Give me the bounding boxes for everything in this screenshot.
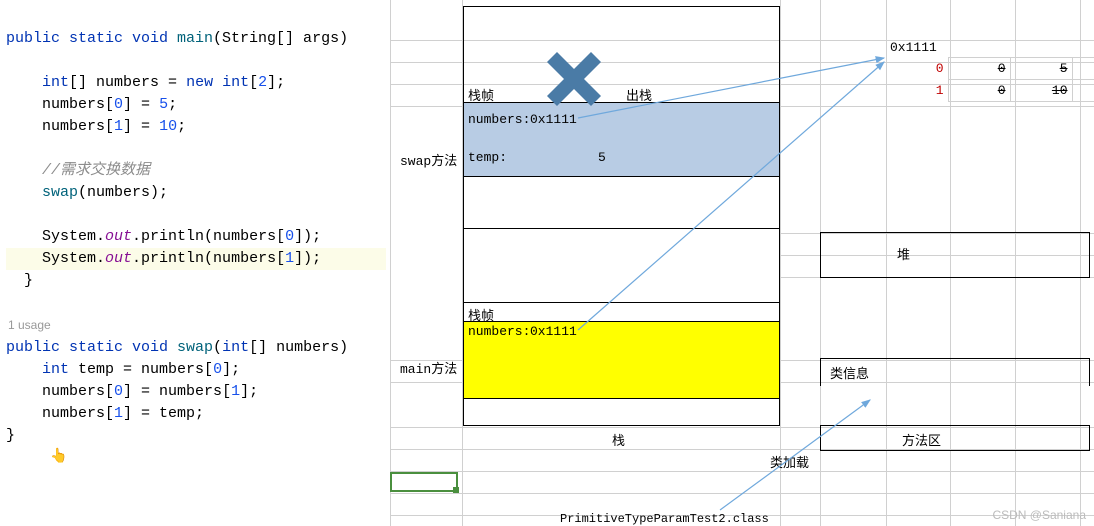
label-stackframe: 栈帧 [468, 85, 494, 104]
txt: ] = numbers[ [123, 383, 231, 400]
txt: .println(numbers[ [132, 250, 285, 267]
cell: 5 [1010, 58, 1072, 80]
heap-addr: 0x1111 [890, 40, 1094, 55]
classinfo-box [820, 358, 1090, 386]
x-icon [542, 47, 606, 111]
txt: numbers[ [42, 96, 114, 113]
table-row: 0 0 5 10 [886, 58, 1094, 80]
txt: temp = numbers[ [69, 361, 213, 378]
cell: 5 [1072, 80, 1094, 102]
label-numbers-k2: numbers: [468, 324, 530, 339]
txt: (numbers); [78, 184, 168, 201]
cell: 0 [948, 80, 1010, 102]
num: 2 [258, 74, 267, 91]
txt: ]); [294, 228, 321, 245]
txt: ]; [222, 361, 240, 378]
fld: out [105, 250, 132, 267]
txt: ]; [240, 383, 258, 400]
label-numbers-v2: 0x1111 [530, 324, 577, 339]
fn: swap [42, 184, 78, 201]
num: 1 [114, 118, 123, 135]
ty: int [222, 339, 249, 356]
fld: out [105, 228, 132, 245]
txt: [ [249, 74, 258, 91]
label-classfile: PrimitiveTypeParamTest2.class [560, 512, 769, 526]
comment: //需求交换数据 [42, 162, 150, 179]
heap-array: 0 0 5 10 1 0 10 5 [886, 57, 1094, 102]
num: 0 [213, 361, 222, 378]
txt: ; [177, 118, 186, 135]
txt: [] numbers) [249, 339, 348, 356]
label-popstack: 出栈 [626, 85, 652, 104]
txt: numbers[ [42, 405, 114, 422]
num: 1 [231, 383, 240, 400]
label-main-method: main方法 [400, 358, 457, 377]
memory-diagram: 栈帧 出栈 numbers: 0x1111 temp: 5 swap方法 栈帧 … [390, 0, 1094, 526]
kw: public static void [6, 30, 177, 47]
txt: ( [213, 339, 222, 356]
num: 1 [285, 250, 294, 267]
sep [463, 228, 780, 229]
cell: 10 [1010, 80, 1072, 102]
watermark: CSDN @Saniana [992, 508, 1086, 522]
txt: System. [42, 250, 105, 267]
txt: .println(numbers[ [132, 228, 285, 245]
ty: int [42, 74, 69, 91]
gridline [390, 471, 1094, 472]
fn-main: main [177, 30, 213, 47]
kw: public static void [6, 339, 177, 356]
cell: 0 [948, 58, 1010, 80]
ty: int [42, 361, 69, 378]
label-swap-method: swap方法 [400, 150, 457, 169]
selected-cell[interactable] [390, 472, 458, 492]
num: 1 [114, 405, 123, 422]
heap-table: 0x1111 0 0 5 10 1 0 10 5 [886, 40, 1094, 102]
label-stack: 栈 [612, 430, 625, 449]
txt: ] = temp; [123, 405, 204, 422]
sep [463, 302, 780, 303]
gridline [390, 493, 1094, 494]
txt: System. [42, 228, 105, 245]
kw: new int [186, 74, 249, 91]
num: 5 [159, 96, 168, 113]
txt: numbers[ [42, 383, 114, 400]
num: 0 [285, 228, 294, 245]
usage-hint: 1 usage [6, 318, 51, 332]
fn-swap: swap [177, 339, 213, 356]
txt: ]); [294, 250, 321, 267]
idx: 1 [886, 80, 948, 102]
label-classload: 类加载 [770, 452, 809, 471]
txt: ; [168, 96, 177, 113]
label-temp-k: temp: [468, 150, 507, 165]
table-row: 1 0 10 5 [886, 80, 1094, 102]
txt: [] numbers = [69, 74, 186, 91]
code-panel: public static void main(String[] args) i… [0, 0, 390, 526]
highlighted-line: System.out.println(numbers[1]); [6, 248, 386, 270]
txt: ] = [123, 96, 159, 113]
gridline [390, 0, 391, 526]
heap-box [820, 232, 1090, 278]
gridline [780, 0, 781, 526]
num: 0 [114, 96, 123, 113]
num: 10 [159, 118, 177, 135]
txt: ]; [267, 74, 285, 91]
label-numbers-v: 0x1111 [530, 112, 577, 127]
num: 0 [114, 383, 123, 400]
label-numbers-k: numbers: [468, 112, 530, 127]
label-temp-v: 5 [598, 150, 606, 165]
txt: numbers[ [42, 118, 114, 135]
label-stackframe2: 栈帧 [468, 305, 494, 324]
idx: 0 [886, 58, 948, 80]
methodarea-box [820, 425, 1090, 451]
txt: ] = [123, 118, 159, 135]
cell: 10 [1072, 58, 1094, 80]
